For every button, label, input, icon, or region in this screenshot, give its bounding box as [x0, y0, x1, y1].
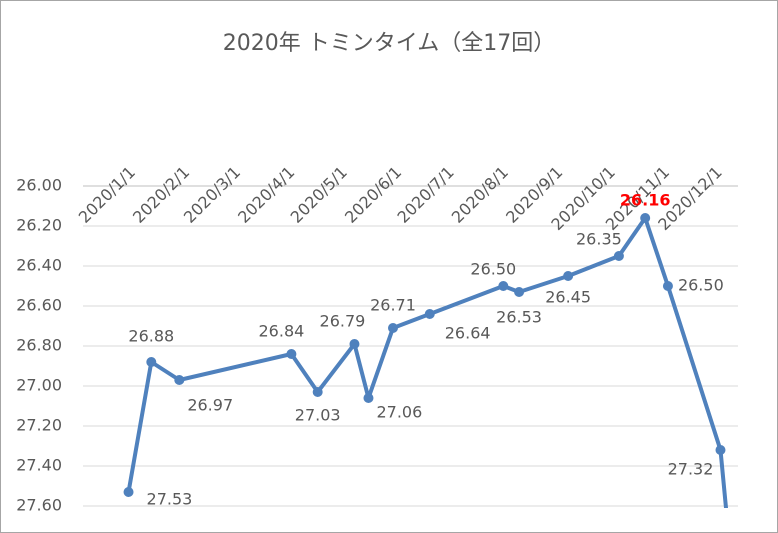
- point: [514, 287, 525, 297]
- data-label: 27.53: [147, 490, 193, 509]
- point: [715, 445, 726, 455]
- data-label: 27.03: [295, 406, 341, 425]
- point: [563, 271, 574, 281]
- data-label: 27.06: [376, 403, 422, 422]
- data-label: 26.53: [496, 308, 542, 327]
- y-tick-label: 26.00: [16, 176, 62, 195]
- point: [363, 393, 374, 403]
- point: [662, 281, 673, 291]
- y-tick-label: 27.60: [16, 496, 62, 515]
- point: [640, 213, 651, 223]
- y-tick-label: 27.20: [16, 416, 62, 435]
- data-label: 26.45: [545, 288, 591, 307]
- point: [424, 309, 435, 319]
- y-tick-label: 26.60: [16, 296, 62, 315]
- point: [349, 339, 360, 349]
- point: [613, 251, 624, 261]
- point: [123, 487, 134, 497]
- data-label: 26.50: [678, 276, 724, 295]
- data-label: 27.32: [668, 460, 714, 479]
- y-tick-label: 27.40: [16, 456, 62, 475]
- data-label: 26.79: [320, 312, 366, 331]
- data-label: 26.88: [128, 327, 174, 346]
- chart-title: 2020年 トミンタイム（全17回）: [223, 31, 556, 56]
- plot-area: [123, 213, 729, 508]
- data-label: 26.16: [620, 191, 671, 210]
- y-tick-label: 26.80: [16, 336, 62, 355]
- data-label: 26.35: [576, 230, 622, 249]
- data-label: 26.50: [470, 260, 516, 279]
- point: [174, 375, 185, 385]
- point: [312, 387, 323, 397]
- y-tick-label: 26.20: [16, 216, 62, 235]
- point: [387, 323, 398, 333]
- point: [498, 281, 509, 291]
- y-tick-label: 26.40: [16, 256, 62, 275]
- data-label: 26.84: [259, 322, 305, 341]
- point: [286, 349, 297, 359]
- point: [146, 357, 157, 367]
- data-label: 26.71: [370, 296, 416, 315]
- data-label: 26.64: [445, 324, 491, 343]
- y-tick-label: 27.00: [16, 376, 62, 395]
- data-label: 26.97: [187, 396, 233, 415]
